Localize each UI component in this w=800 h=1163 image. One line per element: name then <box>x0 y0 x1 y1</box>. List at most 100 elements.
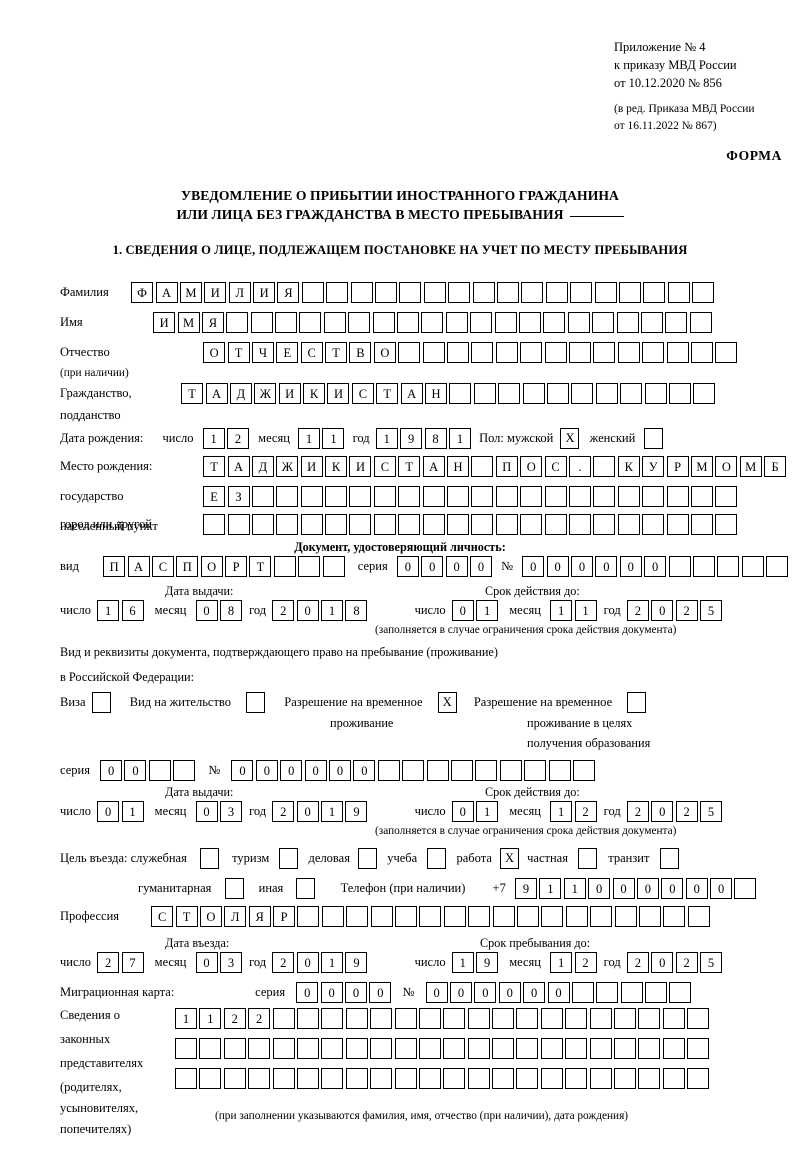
char-box[interactable] <box>617 486 640 507</box>
char-box[interactable] <box>373 486 396 507</box>
char-box[interactable]: 0 <box>421 556 444 577</box>
char-box[interactable] <box>471 456 494 477</box>
char-box[interactable] <box>594 282 617 303</box>
char-box[interactable]: 1 <box>175 1008 197 1029</box>
char-box[interactable] <box>422 342 445 363</box>
char-box[interactable] <box>296 1008 319 1029</box>
char-box[interactable]: 1 <box>563 878 586 899</box>
char-box[interactable] <box>373 514 396 535</box>
char-box[interactable] <box>570 282 593 303</box>
char-box[interactable] <box>471 514 494 535</box>
checkbox-purpose-other[interactable] <box>296 878 316 899</box>
char-box[interactable] <box>375 282 398 303</box>
char-box[interactable] <box>468 906 491 927</box>
char-box[interactable] <box>422 486 445 507</box>
char-box[interactable] <box>548 760 571 781</box>
char-box[interactable] <box>620 982 643 1003</box>
char-box[interactable] <box>443 1038 466 1059</box>
char-box[interactable]: 1 <box>321 801 344 822</box>
char-box[interactable]: 0 <box>195 801 218 822</box>
char-box[interactable] <box>199 1068 222 1089</box>
char-box[interactable] <box>690 342 713 363</box>
char-box[interactable]: Н <box>425 383 448 404</box>
char-box[interactable]: И <box>300 456 323 477</box>
checkbox-visa[interactable] <box>91 692 111 713</box>
char-box[interactable]: А <box>422 456 445 477</box>
char-box[interactable]: О <box>520 456 543 477</box>
char-box[interactable] <box>398 486 421 507</box>
char-box[interactable] <box>370 1068 393 1089</box>
char-box[interactable]: А <box>227 456 250 477</box>
char-box[interactable] <box>492 1068 515 1089</box>
char-box[interactable]: Д <box>251 456 274 477</box>
char-box[interactable]: М <box>179 282 202 303</box>
char-box[interactable] <box>715 486 738 507</box>
char-box[interactable] <box>148 760 171 781</box>
char-box[interactable] <box>687 1068 710 1089</box>
char-box[interactable] <box>618 282 641 303</box>
char-box[interactable]: 2 <box>227 428 250 449</box>
char-box[interactable]: 2 <box>675 600 698 621</box>
char-box[interactable] <box>690 486 713 507</box>
char-box[interactable] <box>227 514 250 535</box>
char-box[interactable] <box>175 1038 197 1059</box>
char-box[interactable] <box>565 1068 588 1089</box>
char-box[interactable] <box>715 514 738 535</box>
char-box[interactable] <box>642 342 665 363</box>
char-box[interactable] <box>540 1008 563 1029</box>
char-box[interactable]: 0 <box>588 878 611 899</box>
char-box[interactable]: Б <box>764 456 787 477</box>
char-box[interactable]: 0 <box>296 952 319 973</box>
char-box[interactable]: С <box>544 456 567 477</box>
char-box[interactable]: Т <box>203 456 226 477</box>
char-box[interactable] <box>593 342 616 363</box>
char-box[interactable] <box>642 514 665 535</box>
char-box[interactable]: 9 <box>345 952 368 973</box>
char-box[interactable] <box>475 760 498 781</box>
char-box[interactable]: 1 <box>550 801 573 822</box>
char-box[interactable]: 0 <box>195 952 218 973</box>
char-box[interactable]: 1 <box>539 878 562 899</box>
char-box[interactable]: С <box>151 556 174 577</box>
char-box[interactable] <box>593 456 616 477</box>
char-box[interactable] <box>276 514 299 535</box>
char-box[interactable] <box>443 906 466 927</box>
char-box[interactable] <box>394 1038 417 1059</box>
char-box[interactable]: Ч <box>251 342 274 363</box>
char-box[interactable] <box>544 514 567 535</box>
char-box[interactable] <box>638 1008 661 1029</box>
char-box[interactable]: 3 <box>219 952 242 973</box>
char-box[interactable] <box>321 1038 344 1059</box>
char-box[interactable]: 0 <box>100 760 123 781</box>
char-box[interactable]: А <box>205 383 228 404</box>
char-box[interactable]: 0 <box>651 801 674 822</box>
char-box[interactable] <box>499 760 522 781</box>
char-box[interactable]: 2 <box>574 952 597 973</box>
char-box[interactable] <box>450 760 473 781</box>
char-box[interactable] <box>467 1068 490 1089</box>
char-box[interactable]: 0 <box>651 600 674 621</box>
char-box[interactable] <box>321 1008 344 1029</box>
char-box[interactable] <box>668 556 691 577</box>
char-box[interactable] <box>565 906 588 927</box>
checkbox-purpose-work[interactable]: X <box>500 848 520 869</box>
char-box[interactable]: 0 <box>644 556 667 577</box>
checkbox-purpose-private[interactable] <box>578 848 598 869</box>
char-box[interactable] <box>325 514 348 535</box>
char-box[interactable]: 1 <box>375 428 398 449</box>
char-box[interactable] <box>590 906 613 927</box>
char-box[interactable]: 9 <box>476 952 499 973</box>
char-box[interactable]: 0 <box>546 556 569 577</box>
char-box[interactable] <box>734 878 757 899</box>
char-box[interactable] <box>397 312 420 333</box>
